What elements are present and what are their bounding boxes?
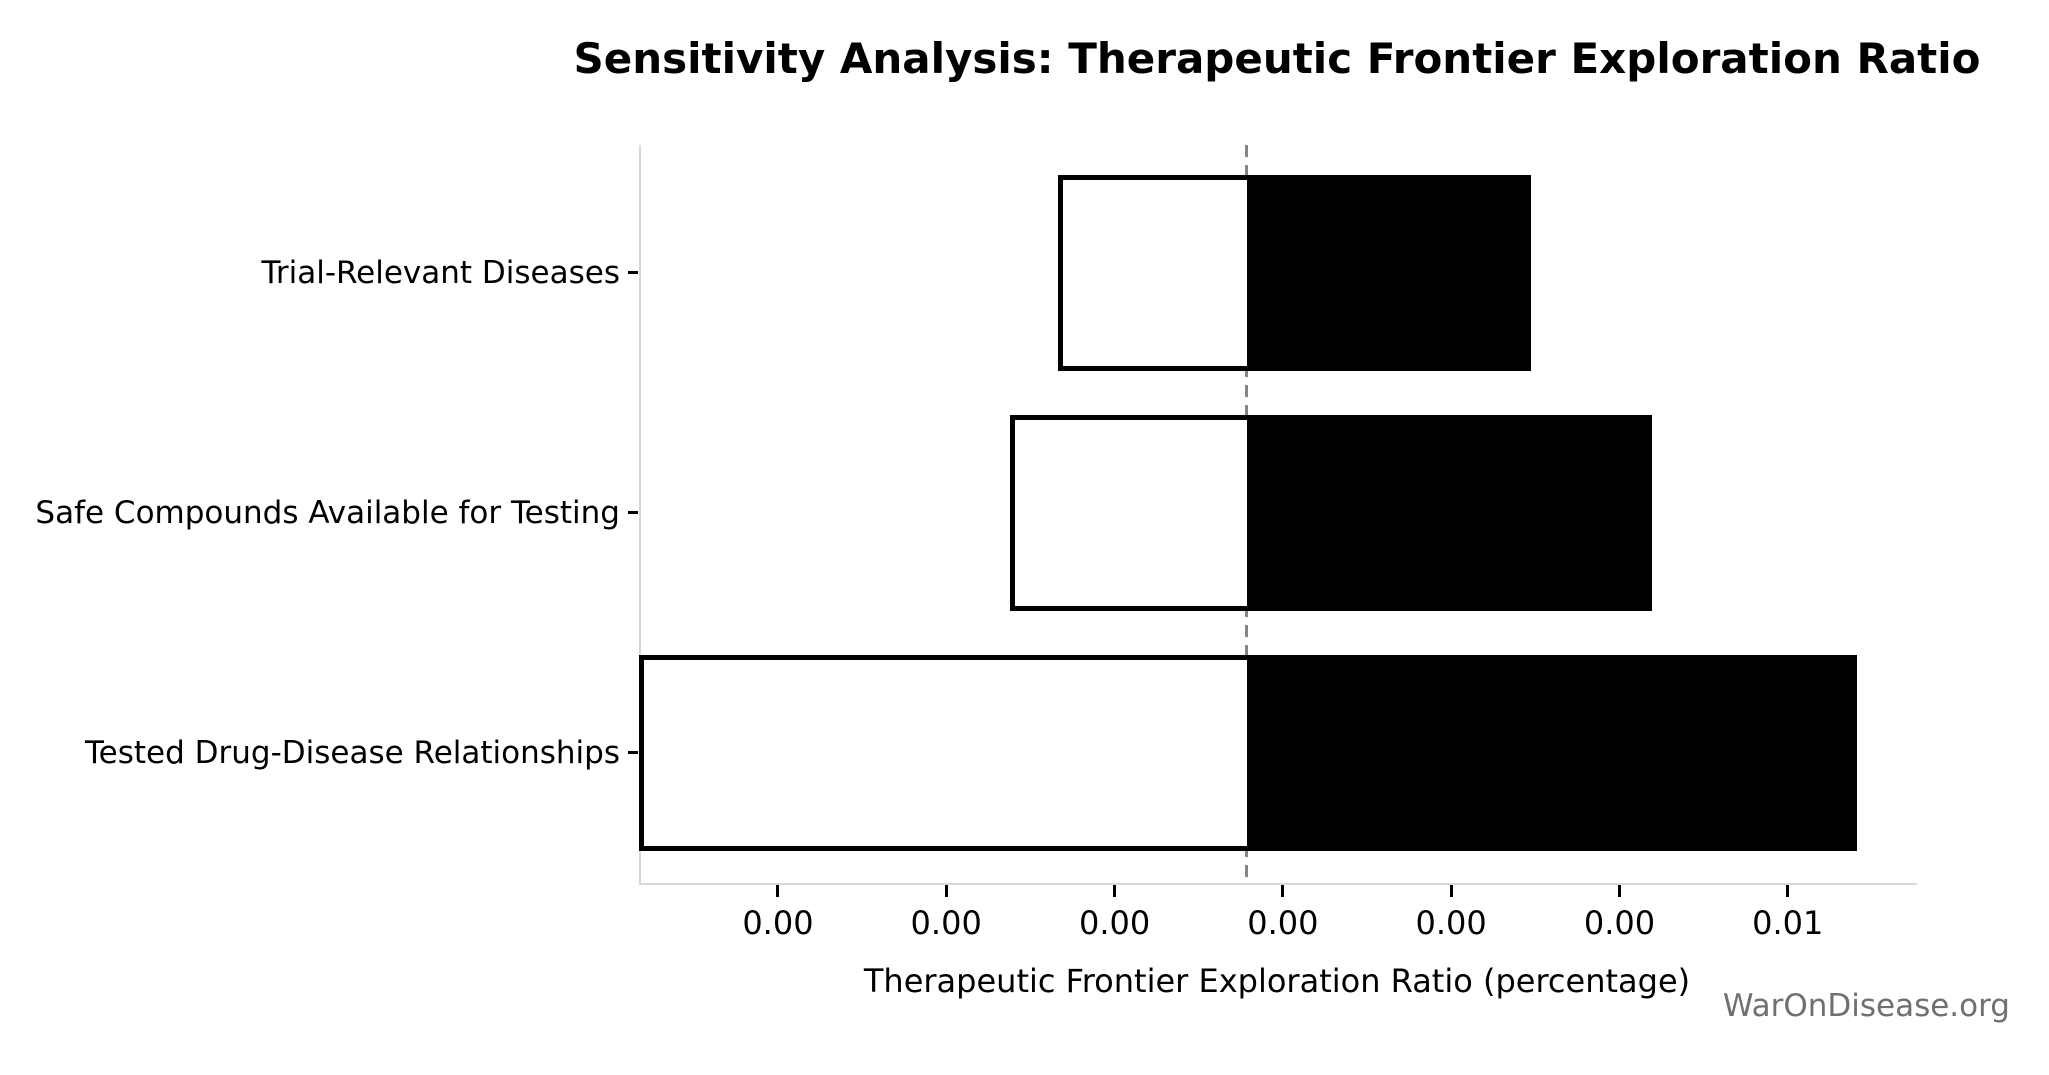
x-axis-label: Therapeutic Frontier Exploration Ratio (… [863, 962, 1691, 1000]
y-category-label: Trial-Relevant Diseases [261, 254, 620, 291]
x-tick-mark [1449, 885, 1453, 897]
x-tick-label: 0.01 [1752, 904, 1824, 942]
x-tick-mark [944, 885, 948, 897]
x-tick-label: 0.00 [742, 904, 814, 942]
x-tick-mark [1281, 885, 1285, 897]
x-tick-mark [1786, 885, 1790, 897]
x-tick-mark [776, 885, 780, 897]
x-tick-label: 0.00 [1583, 904, 1656, 942]
x-tick-mark [1618, 885, 1622, 897]
chart-title: Sensitivity Analysis: Therapeutic Fronti… [573, 34, 1981, 83]
x-tick-label: 0.00 [1415, 904, 1487, 942]
x-tick-label: 0.00 [910, 904, 982, 942]
x-tick-mark [1113, 885, 1117, 897]
plot-area [639, 145, 1917, 885]
x-tick-label: 0.00 [1247, 904, 1319, 942]
watermark: WarOnDisease.org [1722, 988, 2010, 1024]
y-tick-mark [628, 511, 638, 515]
x-tick-label: 0.00 [1078, 904, 1151, 942]
y-category-label: Tested Drug-Disease Relationships [84, 734, 620, 771]
y-tick-mark [628, 751, 638, 755]
y-category-label: Safe Compounds Available for Testing [35, 494, 620, 531]
y-tick-mark [628, 271, 638, 275]
